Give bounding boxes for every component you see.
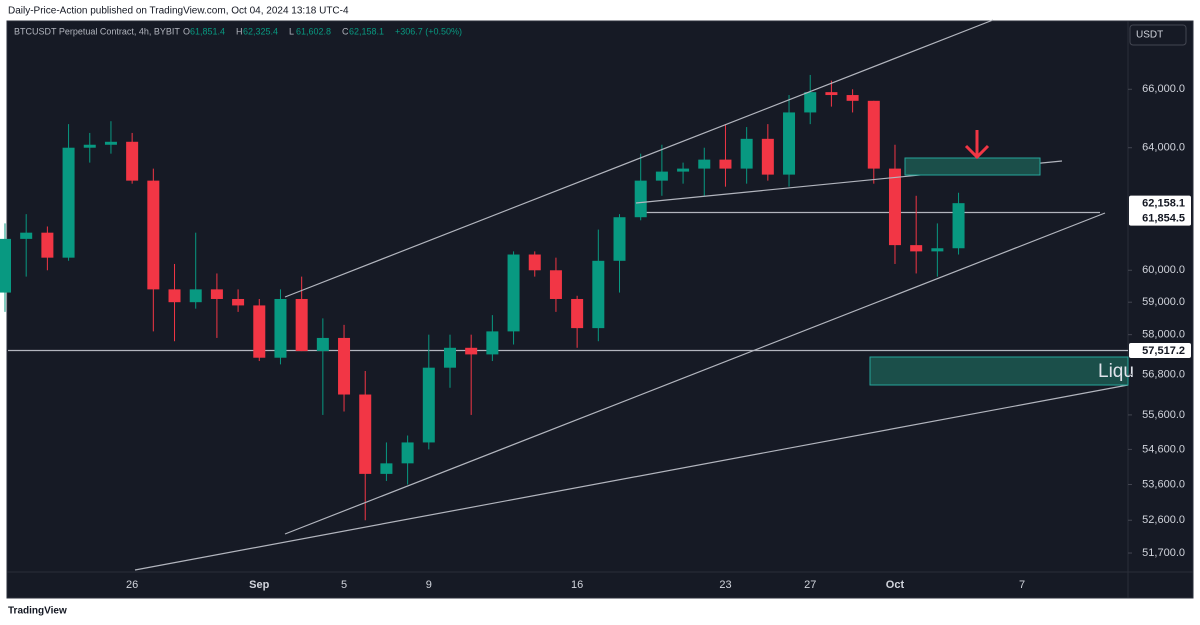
- candle-body: [359, 394, 372, 474]
- candle-body: [422, 367, 435, 443]
- candle-body: [761, 138, 774, 175]
- price-label-box: [1129, 343, 1191, 359]
- candle-body: [41, 232, 54, 258]
- candle-body: [740, 138, 753, 169]
- y-tick-label: 64,000.0: [1142, 142, 1185, 154]
- footer-logo: TradingView: [8, 606, 67, 617]
- candle-body: [380, 463, 393, 474]
- candle-body: [867, 100, 880, 169]
- candle-body: [613, 217, 626, 261]
- legend-value: 62,325.4: [243, 26, 278, 36]
- zone-label: Liqu: [1098, 361, 1134, 382]
- candle-body: [316, 337, 329, 352]
- candle-body: [571, 298, 584, 329]
- candle-body: [528, 254, 541, 271]
- drawings: [134, 19, 1129, 571]
- candle-body: [147, 180, 160, 290]
- y-tick-label: 52,600.0: [1142, 514, 1185, 526]
- candle-body: [804, 92, 817, 113]
- trendline: [284, 19, 994, 298]
- candle-body: [846, 95, 859, 101]
- symbol-title: BTCUSDT Perpetual Contract, 4h, BYBIT: [14, 26, 180, 36]
- x-tick-label: 26: [126, 579, 138, 591]
- y-tick-label: 51,700.0: [1142, 547, 1185, 559]
- y-tick-label: 53,600.0: [1142, 478, 1185, 490]
- zone: [869, 356, 1129, 386]
- candle-body: [592, 260, 605, 329]
- plot: [0, 74, 1128, 521]
- candle-body: [443, 347, 456, 368]
- candle-body: [20, 232, 33, 239]
- candle-body: [634, 180, 647, 218]
- price-label: 61,854.5: [1142, 212, 1185, 224]
- y-tick-label: 54,600.0: [1142, 443, 1185, 455]
- currency-label[interactable]: USDT: [1136, 30, 1163, 41]
- candle-body: [253, 305, 266, 358]
- y-tick-label: 58,000.0: [1142, 329, 1185, 341]
- y-tick-label: 55,600.0: [1142, 409, 1185, 421]
- y-tick-label: 59,000.0: [1142, 296, 1185, 308]
- price-label-box: [1129, 210, 1191, 226]
- candle-body: [549, 270, 562, 299]
- legend-change: +306.7 (+0.50%): [395, 26, 462, 36]
- candle-body: [910, 245, 923, 252]
- x-tick-label: 27: [804, 579, 816, 591]
- candle-body: [168, 289, 181, 303]
- trendline: [284, 212, 1106, 535]
- y-tick-label: 66,000.0: [1142, 83, 1185, 95]
- legend-key: O: [183, 26, 190, 36]
- x-tick-label: 16: [571, 579, 583, 591]
- candle-body: [952, 203, 965, 249]
- candle-body: [465, 347, 478, 355]
- legend-value: 61,851.4: [190, 26, 225, 36]
- x-tick-label: 23: [719, 579, 731, 591]
- candle-body: [104, 141, 117, 145]
- candle-body: [655, 171, 668, 181]
- candle-body: [210, 289, 223, 299]
- x-tick-label: Sep: [249, 579, 269, 591]
- legend-key: L: [289, 26, 294, 36]
- candle-body: [338, 337, 351, 395]
- candle-body: [274, 298, 287, 358]
- currency-button[interactable]: [1129, 24, 1187, 46]
- x-tick-label: Oct: [886, 579, 905, 591]
- candle-body: [719, 159, 732, 169]
- x-tick-label: 9: [426, 579, 432, 591]
- zone: [904, 157, 1041, 176]
- candle-body: [783, 112, 796, 175]
- x-tick-label: 7: [1019, 579, 1025, 591]
- y-tick-label: 56,800.0: [1142, 368, 1185, 380]
- candle-body: [825, 92, 838, 96]
- candle-body: [189, 289, 202, 303]
- header: Daily-Price-Action published on TradingV…: [8, 6, 349, 17]
- candle-body: [486, 331, 499, 355]
- legend-value: 62,158.1: [349, 26, 384, 36]
- legend-value: 61,602.8: [296, 26, 331, 36]
- legend-key: H: [236, 26, 243, 36]
- candle-body: [401, 442, 414, 464]
- candle-body: [126, 141, 139, 181]
- trendline: [134, 384, 1129, 571]
- arrow: [964, 130, 990, 160]
- candle-body: [62, 147, 75, 258]
- candle-body: [677, 168, 690, 172]
- candle-body: [232, 298, 245, 306]
- candle-body: [507, 254, 520, 332]
- legend-key: C: [342, 26, 349, 36]
- x-tick-label: 5: [341, 579, 347, 591]
- ohlc-legend: O 61,851.4 H 62,325.4 L 61,602.8 C 62,158.1 +306…: [183, 26, 462, 36]
- price-label: 62,158.1: [1142, 198, 1185, 210]
- y-tick-label: 60,000.0: [1142, 264, 1185, 276]
- candle-body: [931, 248, 944, 252]
- price-label: 57,517.2: [1142, 345, 1185, 357]
- candle-body: [295, 298, 308, 352]
- candle-body: [0, 238, 11, 293]
- candle-body: [83, 144, 96, 148]
- candle-body: [888, 168, 901, 246]
- candle-body: [698, 159, 711, 169]
